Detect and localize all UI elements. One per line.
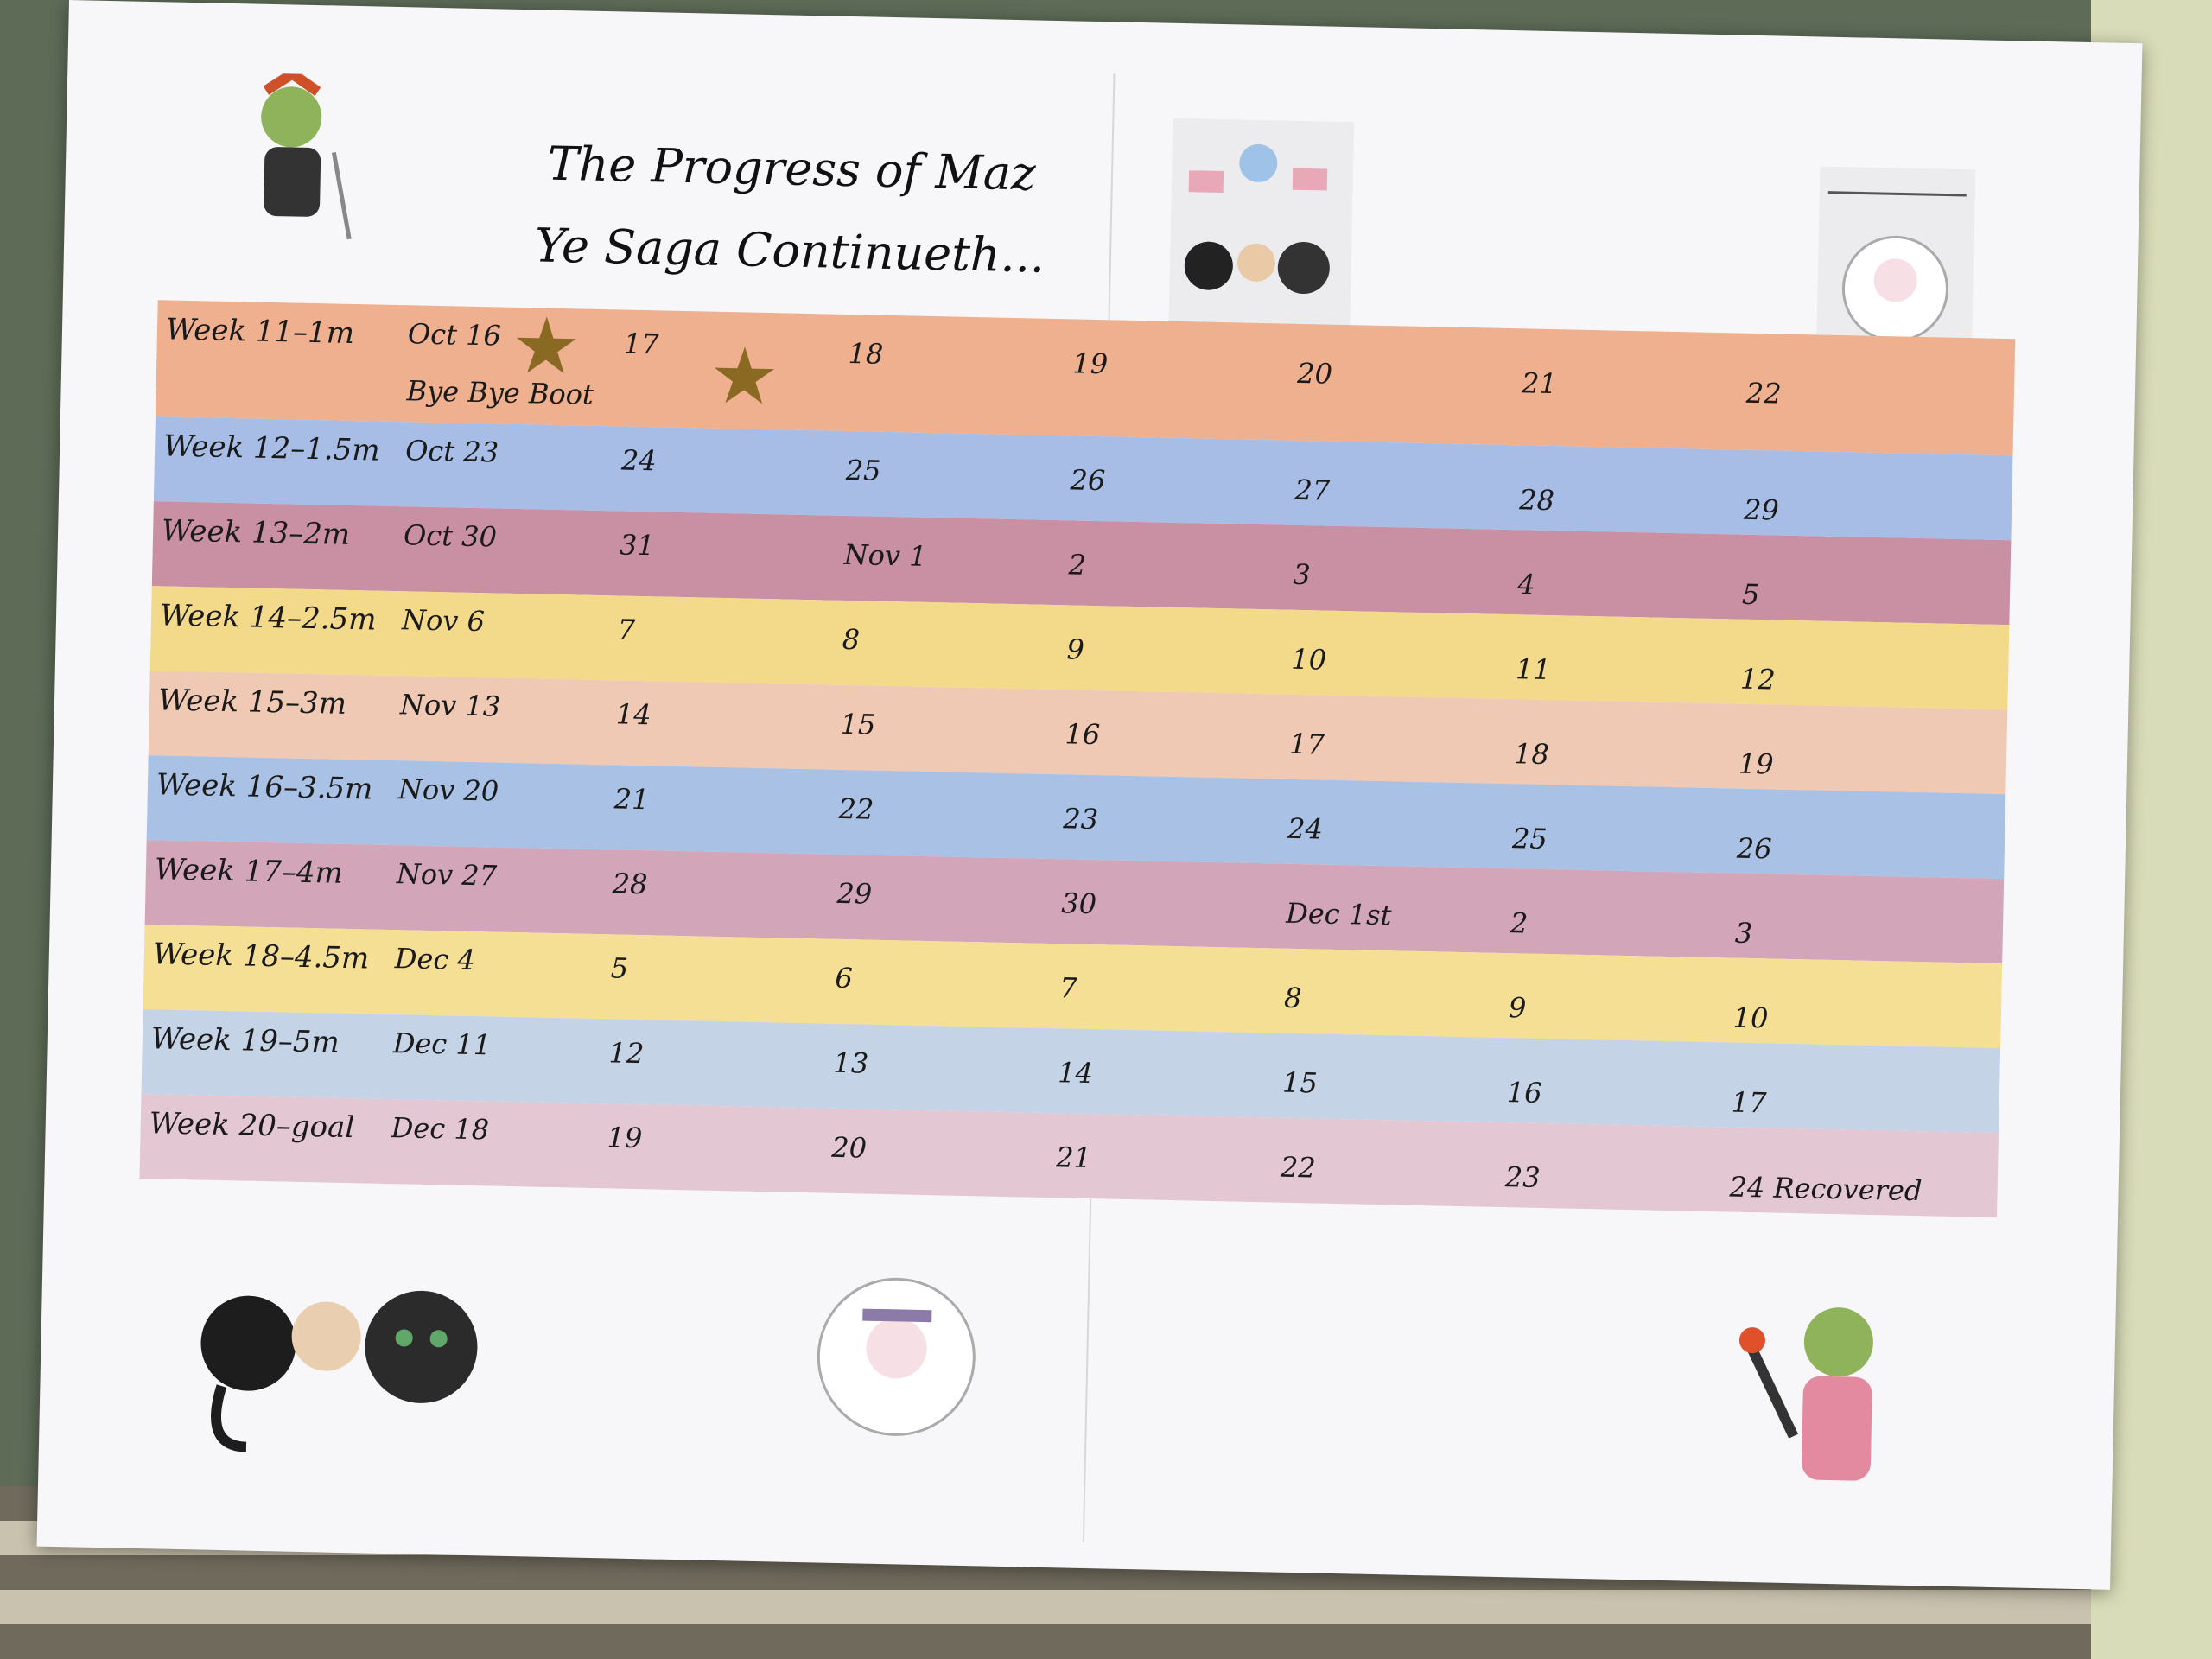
sheep-drawing — [799, 1260, 994, 1458]
day-cell: 21 — [1521, 366, 1558, 401]
day-cell: 13 — [833, 1046, 869, 1080]
day-cell: 15 — [840, 707, 876, 741]
day-cell: Dec 18 — [391, 1111, 490, 1147]
day-cell: 29 — [1743, 493, 1780, 527]
day-cell: 20 — [1296, 356, 1333, 391]
day-cell: Dec 4 — [394, 942, 476, 977]
day-cell: 21 — [613, 782, 650, 817]
day-cell: 10 — [1290, 642, 1327, 677]
day-cell: 29 — [836, 876, 873, 911]
day-cell: 5 — [610, 951, 629, 985]
week-label: Week 13–2m — [161, 513, 351, 552]
week-label: Week 20–goal — [149, 1106, 355, 1146]
day-cell: 20 — [830, 1130, 868, 1165]
week-label: Week 15–3m — [157, 683, 347, 721]
day-cell: 22 — [1745, 376, 1783, 410]
day-cell: 5 — [1741, 577, 1760, 612]
page-title: The Progress of Maz Ye Saga Continueth..… — [486, 121, 1095, 298]
day-cell: 21 — [1055, 1141, 1092, 1175]
week-label: Week 11–1m — [165, 312, 355, 351]
day-cell: 22 — [1280, 1150, 1317, 1185]
gold-star-icon: ★ — [510, 300, 582, 393]
day-cell: Nov 13 — [399, 688, 501, 723]
calendar-sheet: The Progress of Maz Ye Saga Continueth..… — [36, 0, 2143, 1590]
day-cell: 27 — [1294, 473, 1331, 507]
day-cell: 24 Recovered — [1729, 1170, 1923, 1208]
day-cell: 22 — [838, 791, 874, 826]
day-cell: 9 — [1508, 991, 1527, 1025]
day-cell: 17 — [623, 327, 659, 361]
day-cell: 7 — [617, 613, 636, 646]
day-cell: 4 — [1516, 568, 1535, 601]
cats-with-balloon-drawing — [1168, 118, 1355, 341]
three-cats-drawing — [194, 1247, 509, 1481]
day-cell: 18 — [1513, 737, 1550, 772]
day-cell: 28 — [612, 867, 648, 901]
troll-with-torch-drawing — [1731, 1280, 1909, 1546]
day-cell: 14 — [615, 697, 652, 732]
day-cell: 12 — [1739, 662, 1777, 696]
day-cell: 15 — [1281, 1065, 1319, 1100]
day-cell: 26 — [1736, 831, 1772, 866]
progress-calendar: Week 11–1m Oct 16 17 18 19 20 21 22 Bye Bye Boot… — [139, 300, 2016, 1218]
day-cell: 25 — [1511, 822, 1548, 856]
day-cell: 7 — [1058, 971, 1078, 1005]
day-cell: 31 — [619, 528, 656, 563]
day-cell: Oct 23 — [404, 434, 499, 469]
day-cell: 17 — [1288, 727, 1325, 761]
day-cell: 19 — [1072, 346, 1109, 381]
day-cell: 19 — [607, 1121, 643, 1155]
week-label: Week 12–1.5m — [162, 429, 380, 468]
day-cell: 14 — [1057, 1056, 1094, 1090]
day-cell: 6 — [835, 961, 854, 995]
troll-with-mop-drawing — [228, 67, 361, 251]
day-cell: 16 — [1065, 717, 1101, 752]
title-line-1: The Progress of Maz — [546, 136, 1037, 201]
day-cell: 16 — [1506, 1076, 1542, 1109]
day-cell: 3 — [1292, 557, 1312, 592]
week-label: Week 17–4m — [154, 852, 344, 891]
day-cell: Dec 11 — [392, 1027, 492, 1062]
day-cell: 2 — [1510, 906, 1529, 940]
day-cell: 2 — [1068, 548, 1087, 582]
day-cell: Dec 1st — [1285, 896, 1392, 932]
day-cell: Oct 16 — [407, 317, 502, 353]
day-cell: 3 — [1734, 916, 1753, 950]
day-cell: 10 — [1732, 1001, 1769, 1035]
day-cell: Nov 1 — [843, 537, 928, 573]
day-cell: 8 — [842, 622, 861, 657]
day-cell: 30 — [1060, 887, 1097, 921]
day-cell: 24 — [1287, 811, 1324, 846]
gold-star-icon: ★ — [708, 330, 780, 423]
day-cell: Nov 20 — [397, 772, 499, 808]
day-cell: 18 — [848, 336, 884, 371]
day-cell: 11 — [1515, 652, 1552, 687]
day-cell: Nov 27 — [396, 857, 498, 893]
day-cell: 9 — [1066, 632, 1085, 666]
day-cell: 17 — [1731, 1085, 1767, 1120]
day-cell: 19 — [1738, 747, 1775, 781]
week-label: Week 14–2.5m — [159, 598, 377, 638]
day-cell: 24 — [620, 443, 658, 478]
day-cell: 8 — [1283, 981, 1302, 1015]
week-label: Week 18–4.5m — [152, 937, 370, 976]
day-cell: 12 — [608, 1036, 645, 1071]
week-label: Week 19–5m — [150, 1021, 340, 1060]
day-cell: Oct 30 — [403, 518, 498, 554]
title-line-2: Ye Saga Continueth... — [534, 218, 1046, 283]
week-label: Week 16–3.5m — [156, 767, 373, 807]
day-cell: 26 — [1070, 463, 1106, 498]
day-cell: Nov 6 — [401, 603, 486, 639]
day-cell: 25 — [845, 453, 881, 487]
day-cell: 28 — [1518, 483, 1555, 518]
day-cell: 23 — [1504, 1160, 1541, 1194]
day-cell: 23 — [1063, 802, 1099, 836]
